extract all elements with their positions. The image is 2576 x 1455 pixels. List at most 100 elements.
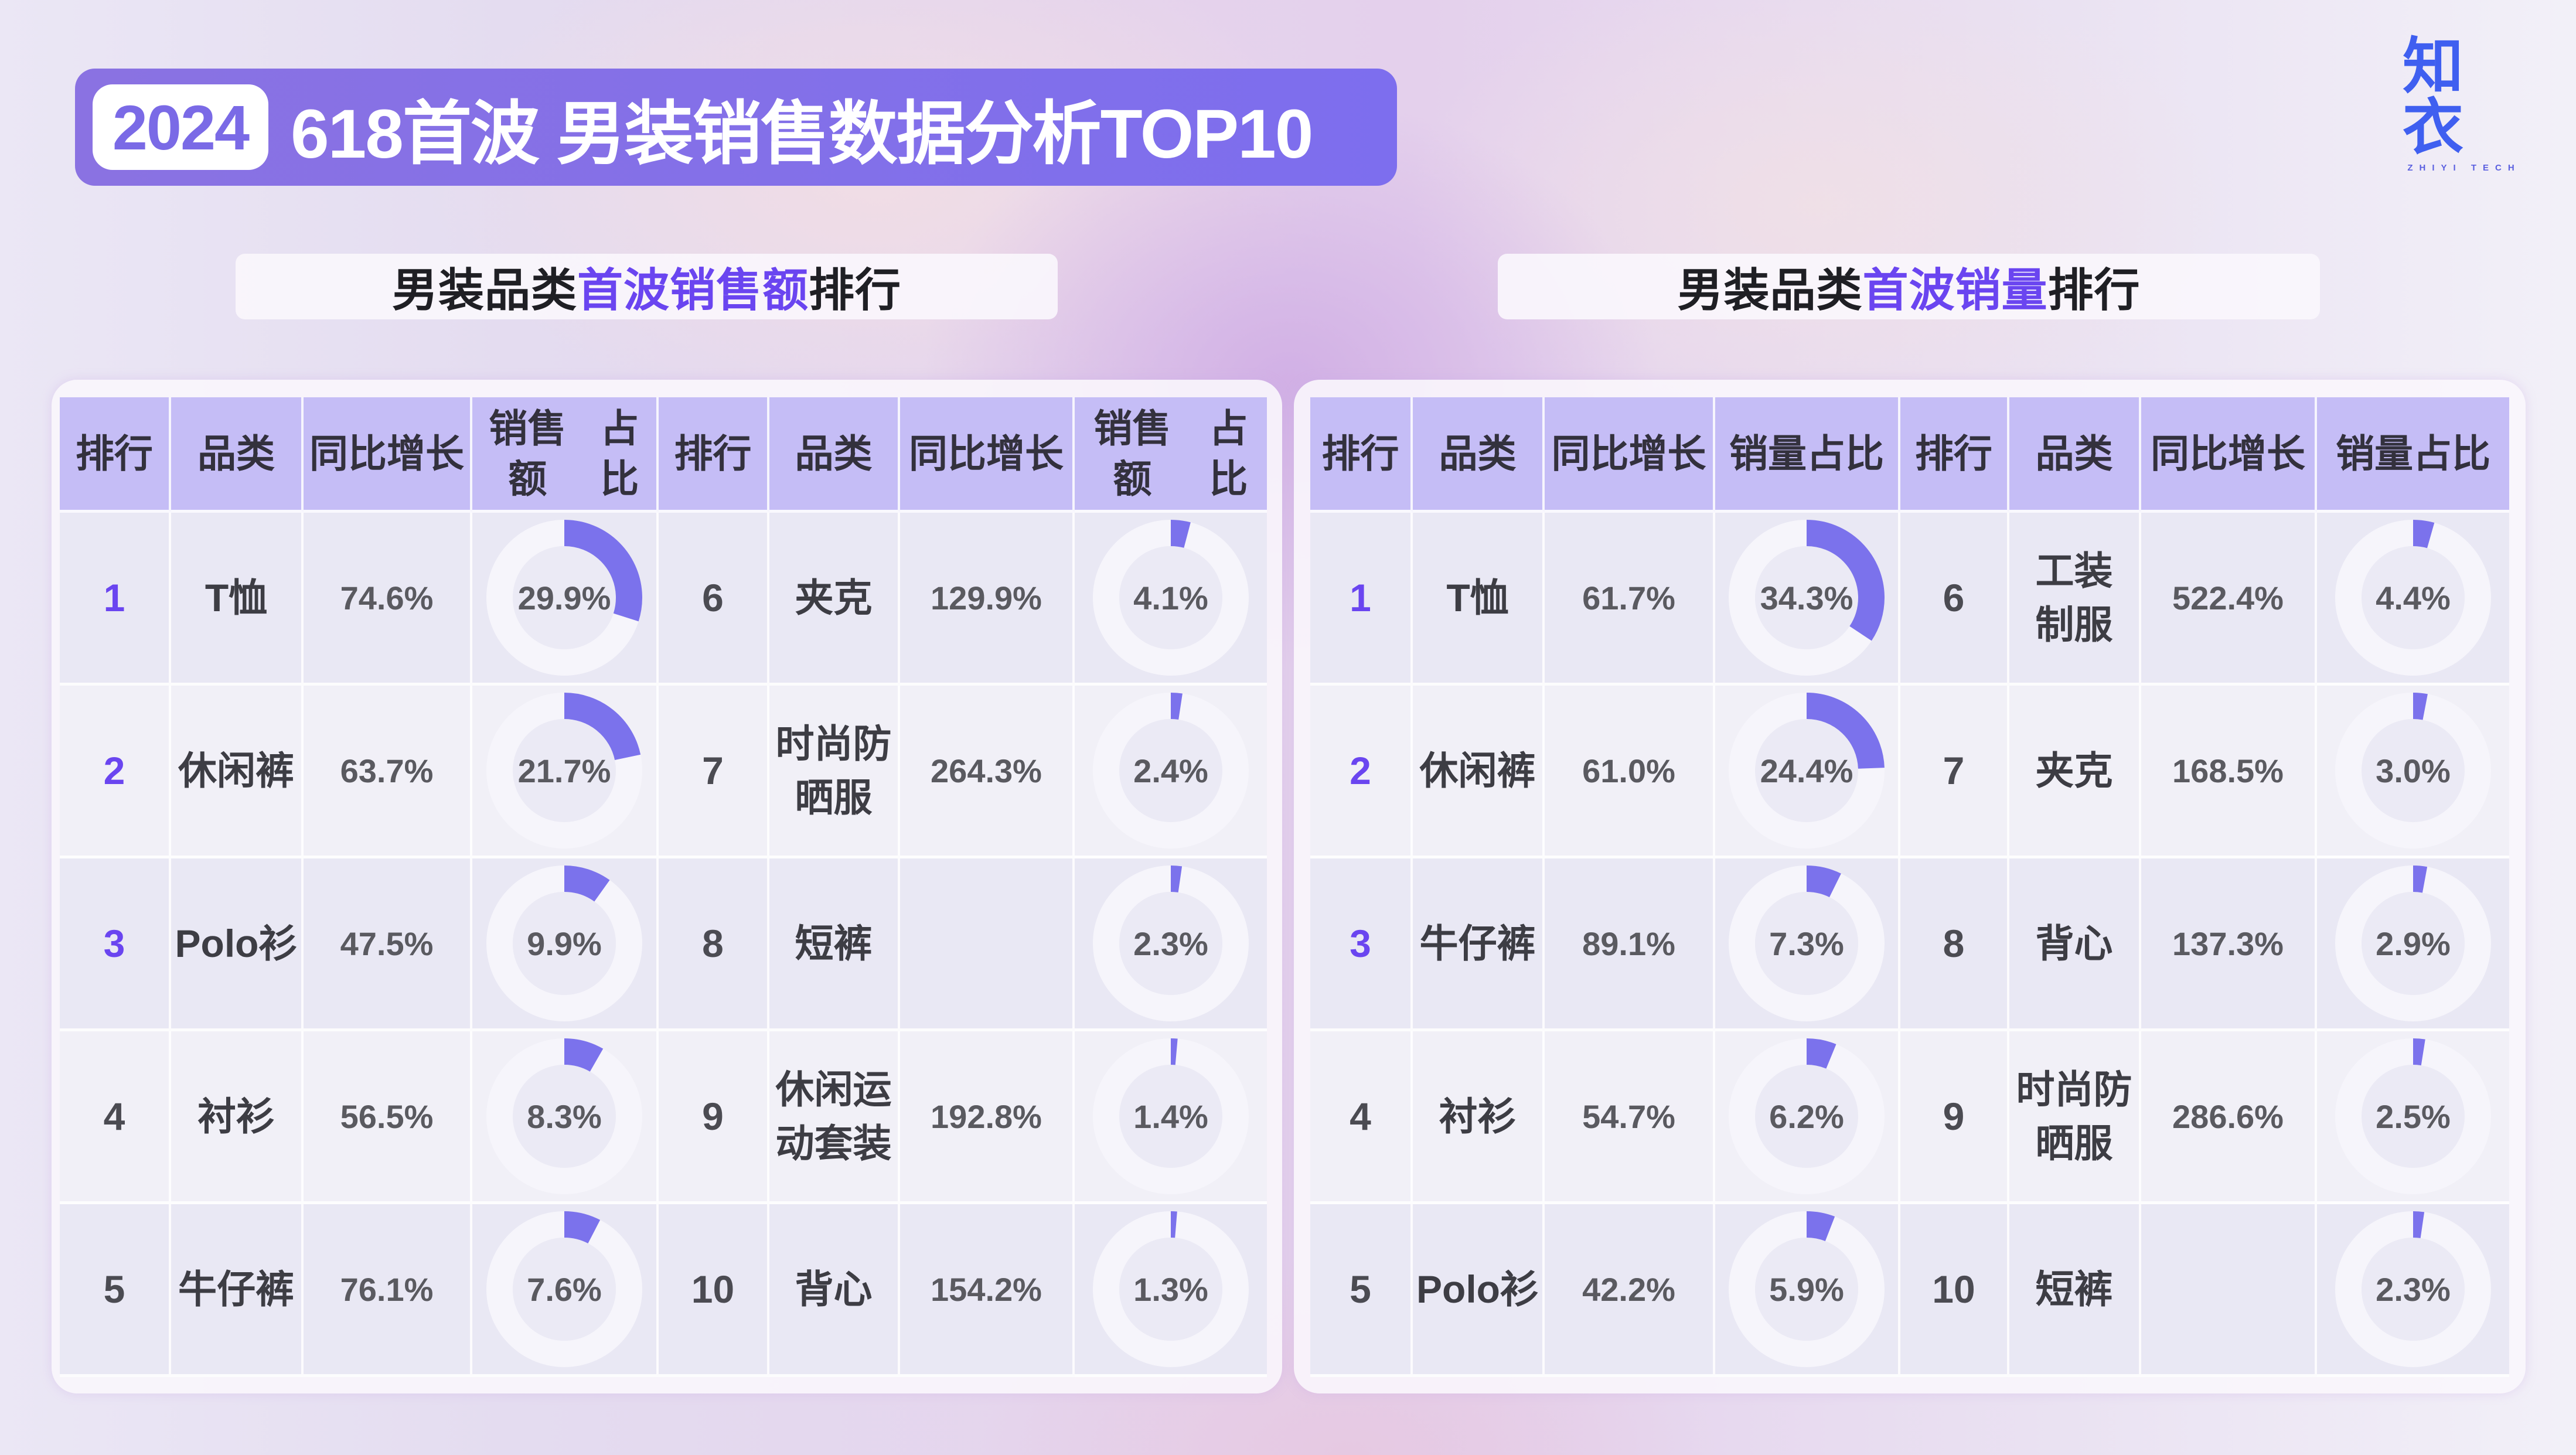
- yoy-growth-cell: 168.5%: [2141, 686, 2317, 858]
- yoy-growth-value: 42.2%: [1582, 1270, 1675, 1308]
- share-cell: 2.3%: [1075, 858, 1267, 1031]
- category-name: 短裤: [795, 922, 873, 965]
- category-name: 休闲裤: [1419, 749, 1536, 792]
- yoy-growth-cell: 154.2%: [900, 1204, 1075, 1377]
- share-value: 2.4%: [1133, 752, 1208, 789]
- rank-cell: 1: [60, 513, 171, 686]
- category-cell: 休闲裤: [1413, 686, 1545, 858]
- rank-number: 4: [103, 1095, 125, 1138]
- yoy-growth-cell: 61.7%: [1545, 513, 1715, 686]
- rank-cell: 4: [60, 1031, 171, 1204]
- yoy-growth-value: 89.1%: [1582, 925, 1675, 962]
- share-donut-chart: 1.3%: [1093, 1211, 1249, 1367]
- sales-volume-heading: 男装品类 首波销量 排行: [1498, 254, 2320, 319]
- share-cell: 5.9%: [1715, 1204, 1900, 1377]
- yoy-growth-cell: [2141, 1204, 2317, 1377]
- category-cell: 夹克: [2009, 686, 2141, 858]
- yoy-growth-cell: 192.8%: [900, 1031, 1075, 1204]
- share-value: 2.3%: [1133, 925, 1208, 962]
- yoy-growth-value: 61.0%: [1582, 752, 1675, 789]
- brand-logo: 知衣 ZHIYI TECH: [2403, 36, 2526, 173]
- yoy-growth-cell: 76.1%: [304, 1204, 472, 1377]
- rank-number: 6: [1943, 576, 1965, 619]
- share-donut-chart: 2.5%: [2335, 1038, 2491, 1194]
- rank-cell: 7: [659, 686, 769, 858]
- share-value: 3.0%: [2376, 752, 2451, 789]
- rank-number: 6: [702, 576, 724, 619]
- rank-cell: 3: [60, 858, 171, 1031]
- share-value: 4.4%: [2376, 579, 2451, 616]
- category-cell: T恤: [171, 513, 304, 686]
- share-value: 1.3%: [1133, 1270, 1208, 1308]
- col-header-label: 排行: [76, 432, 153, 475]
- share-value: 4.1%: [1133, 579, 1208, 616]
- column-header: 同比增长: [900, 397, 1075, 513]
- yoy-growth-value: 154.2%: [931, 1270, 1042, 1308]
- column-header: 同比增长: [304, 397, 472, 513]
- category-cell: 时尚防 晒服: [769, 686, 900, 858]
- share-cell: 2.5%: [2317, 1031, 2509, 1204]
- yoy-growth-cell: 74.6%: [304, 513, 472, 686]
- category-cell: 背心: [769, 1204, 900, 1377]
- yoy-growth-cell: 129.9%: [900, 513, 1075, 686]
- yoy-growth-cell: 56.5%: [304, 1031, 472, 1204]
- rank-cell: 3: [1310, 858, 1413, 1031]
- share-donut-chart: 2.3%: [2335, 1211, 2491, 1367]
- share-cell: 9.9%: [472, 858, 659, 1031]
- rank-number: 5: [1350, 1267, 1371, 1311]
- category-cell: 夹克: [769, 513, 900, 686]
- share-cell: 29.9%: [472, 513, 659, 686]
- category-name: 时尚防 晒服: [775, 722, 892, 819]
- heading-highlight: 首波销售额: [577, 264, 809, 316]
- column-header: 销售额 占比: [1075, 397, 1267, 513]
- category-cell: 衬衫: [171, 1031, 304, 1204]
- share-donut-chart: 2.9%: [2335, 865, 2491, 1021]
- share-cell: 21.7%: [472, 686, 659, 858]
- rank-number: 5: [103, 1267, 125, 1311]
- col-header-label: 品类: [2035, 432, 2113, 475]
- rank-number: 7: [1943, 749, 1965, 792]
- rank-number: 3: [103, 922, 125, 965]
- heading-prefix: 男装品类: [391, 264, 577, 316]
- rank-number: 10: [1932, 1267, 1975, 1311]
- yoy-growth-cell: 54.7%: [1545, 1031, 1715, 1204]
- yoy-growth-value: 129.9%: [931, 579, 1042, 616]
- yoy-growth-cell: 264.3%: [900, 686, 1075, 858]
- heading-prefix: 男装品类: [1677, 264, 1863, 316]
- col-header-label: 品类: [1439, 432, 1517, 475]
- column-header: 排行: [1900, 397, 2009, 513]
- yoy-growth-cell: 286.6%: [2141, 1031, 2317, 1204]
- heading-highlight: 首波销量: [1862, 264, 2048, 316]
- share-donut-chart: 3.0%: [2335, 693, 2491, 849]
- yoy-growth-value: 56.5%: [340, 1098, 434, 1135]
- share-cell: 7.3%: [1715, 858, 1900, 1031]
- category-cell: 工装 制服: [2009, 513, 2141, 686]
- rank-cell: 8: [659, 858, 769, 1031]
- column-header: 同比增长: [1545, 397, 1715, 513]
- yoy-growth-value: 74.6%: [340, 579, 434, 616]
- rank-number: 1: [1350, 576, 1371, 619]
- rank-cell: 10: [659, 1204, 769, 1377]
- share-cell: 6.2%: [1715, 1031, 1900, 1204]
- title-bar: 2024 618首波 男装销售数据分析TOP10: [75, 69, 1397, 186]
- col-header-label: 同比增长: [2151, 432, 2305, 475]
- share-donut-chart: 4.1%: [1093, 520, 1249, 676]
- rank-number: 9: [1943, 1095, 1965, 1138]
- col-header-label: 占比: [600, 407, 639, 500]
- rank-number: 9: [702, 1095, 724, 1138]
- share-cell: 7.6%: [472, 1204, 659, 1377]
- yoy-growth-value: 192.8%: [931, 1098, 1042, 1135]
- rank-number: 1: [103, 576, 125, 619]
- yoy-growth-value: 47.5%: [340, 925, 434, 962]
- category-name: 工装 制服: [2035, 549, 2113, 646]
- yoy-growth-value: 168.5%: [2172, 752, 2284, 789]
- sales-volume-table: 排行 品类 同比增长 销量占比 排行 品类 同比增长 销量占比 1 T恤 61.7% 34.3% 6 工…: [1310, 397, 2509, 1377]
- category-cell: 牛仔裤: [1413, 858, 1545, 1031]
- yoy-growth-value: 286.6%: [2172, 1098, 2284, 1135]
- yoy-growth-cell: 137.3%: [2141, 858, 2317, 1031]
- category-name: Polo衫: [175, 922, 298, 965]
- share-cell: 34.3%: [1715, 513, 1900, 686]
- rank-number: 3: [1350, 922, 1371, 965]
- yoy-growth-cell: [900, 858, 1075, 1031]
- category-cell: Polo衫: [171, 858, 304, 1031]
